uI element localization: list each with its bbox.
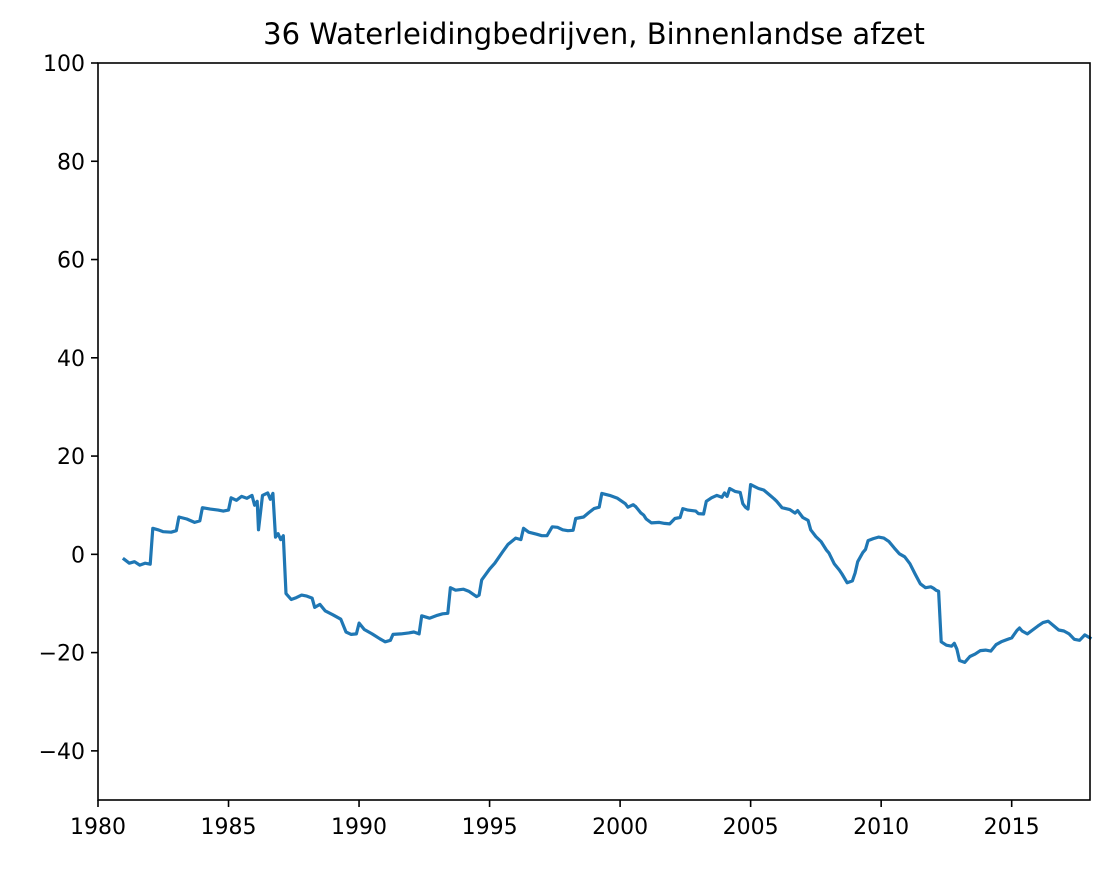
x-tick-label: 1985 bbox=[201, 815, 257, 840]
y-tick-label: 40 bbox=[57, 347, 85, 372]
plot-area bbox=[121, 483, 1093, 664]
x-tick-label: 2010 bbox=[853, 815, 909, 840]
y-axis: −40 −20 0 20 40 60 80 100 bbox=[39, 52, 98, 765]
y-tick-label: 0 bbox=[71, 543, 85, 568]
x-axis: 1980 1985 1990 1995 2000 2005 2010 2015 bbox=[70, 800, 1040, 840]
y-tick-label: 100 bbox=[43, 52, 85, 77]
y-tick-label: 80 bbox=[57, 150, 85, 175]
series-line-0 bbox=[121, 483, 1093, 664]
axes-frame bbox=[97, 62, 1091, 801]
y-tick-label: −20 bbox=[39, 642, 85, 667]
x-tick-label: 1980 bbox=[70, 815, 126, 840]
x-tick-label: 1990 bbox=[331, 815, 387, 840]
x-tick-label: 1995 bbox=[462, 815, 518, 840]
y-tick-label: 60 bbox=[57, 249, 85, 274]
x-tick-label: 2015 bbox=[984, 815, 1040, 840]
chart-title: 36 Waterleidingbedrijven, Binnenlandse a… bbox=[263, 17, 925, 51]
y-tick-label: −40 bbox=[39, 740, 85, 765]
x-tick-label: 2000 bbox=[592, 815, 648, 840]
y-tick-label: 20 bbox=[57, 445, 85, 470]
x-tick-label: 2005 bbox=[723, 815, 779, 840]
